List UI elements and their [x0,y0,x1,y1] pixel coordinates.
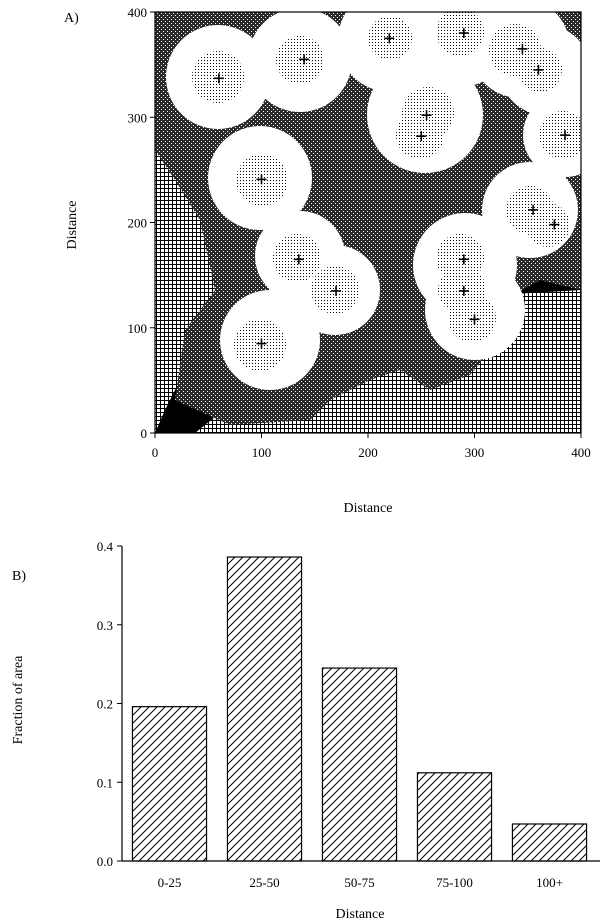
panel-a-x-tick-label: 200 [358,445,378,460]
panel-b-y-tick-label: 0.0 [97,854,113,869]
center-point-marker [469,314,480,325]
center-point-marker [528,204,539,215]
bar-25-50 [226,556,303,862]
panel-a-xlabel: Distance [344,501,393,516]
center-point-marker [256,174,267,185]
bar-0-25 [131,706,208,862]
center-point-marker [421,110,432,121]
center-point-marker [293,254,304,265]
panel-a-y-tick-label: 400 [128,5,148,20]
center-point-marker [256,338,267,349]
center-point-marker [458,285,469,296]
panel-b-x-tick-label: 0-25 [158,875,182,890]
panel-a-y-tick-label: 200 [128,216,148,231]
panel-a-y-tick-label: 0 [141,426,148,441]
panel-b-x-tick-label: 75-100 [436,875,473,890]
panel-a-y-tick-label: 300 [128,110,148,125]
panel-b-x-tick-label: 100+ [536,875,563,890]
panel-b-y-tick-label: 0.4 [97,539,114,554]
center-point-marker [560,130,571,141]
panel-b-label: B) [12,569,26,584]
panel-a-label: A) [64,11,79,26]
center-point-marker [299,54,310,65]
panel-a-x-tick-label: 100 [252,445,272,460]
center-point-marker [416,131,427,142]
bar-75-100 [416,772,493,862]
center-point-marker [331,285,342,296]
distance-map [155,12,581,433]
panel-a-x-tick-label: 0 [152,445,159,460]
panel-b-y-tick-label: 0.2 [97,697,113,712]
panel-a-x-tick-label: 300 [465,445,485,460]
center-point-marker [533,64,544,75]
panel-b-y-tick-label: 0.1 [97,775,113,790]
center-point-marker [517,43,528,54]
panel-b-ylabel: Fraction of area [11,655,26,744]
panel-b-bar-chart: B) 0.0 0.1 0.2 0.3 0.4 0-25 25-50 50-75 75-100 1… [11,539,600,922]
panel-a-x-tick-label: 400 [571,445,591,460]
panel-a-ylabel: Distance [65,201,80,250]
panel-b-x-tick-label: 25-50 [249,875,279,890]
bar-50-75 [321,667,398,862]
panel-b-y-tick-label: 0.3 [97,618,113,633]
center-point-marker [549,219,560,230]
center-point-marker [458,254,469,265]
panel-a-y-tick-label: 100 [128,321,148,336]
bar-100+ [511,823,588,862]
center-point-marker [458,28,469,39]
panel-b-xlabel: Distance [336,907,385,922]
panel-b-x-tick-label: 50-75 [344,875,374,890]
center-point-marker [384,33,395,44]
center-point-marker [213,73,224,84]
panel-a-map: A) [64,5,591,516]
